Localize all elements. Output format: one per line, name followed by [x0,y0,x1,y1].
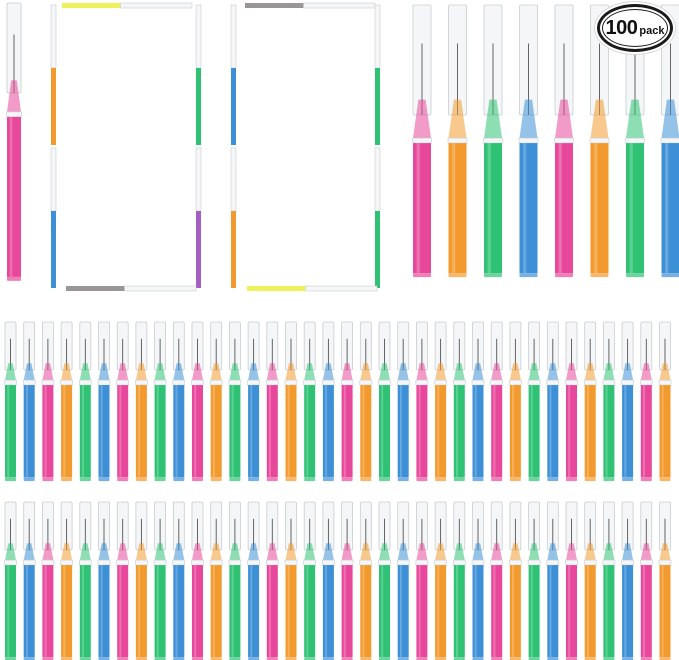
row1-brush-pink [41,321,55,482]
row2-brush-orange [359,501,373,660]
row1-brush-blue [471,321,485,482]
row1-brush-green [303,321,317,482]
row2-brush-green [602,501,616,660]
row2-brush-pink [41,501,55,660]
row2-brush-green [4,501,17,660]
row1-brush-orange [60,321,73,482]
frame1-brush-orange [50,4,57,145]
top-brush-blue [660,4,679,278]
row1-brush-green [153,321,167,482]
row1-brush-blue [396,321,410,482]
pack-count: 100 [605,17,638,39]
row2-brush-pink [340,501,354,660]
frame2-brush-blue [230,4,237,145]
frame2-brush-orange [230,147,237,288]
frame2-brush-green-lower [374,147,381,288]
row1-brush-orange [135,321,148,482]
row1-brush-green [228,321,242,482]
large-brush-pink [6,2,22,281]
top-brush-blue [518,4,539,278]
row2-brush-blue [471,501,485,660]
frame1-brush-blue [50,147,57,288]
row2-brush-pink [639,501,653,660]
row2-brush-blue [546,501,560,660]
row2-brush-pink [490,501,504,660]
row2-brush-green [303,501,317,660]
row1-brush-green [378,321,391,482]
frame2-brush-yellow [247,285,378,292]
row2-brush-blue [621,501,634,660]
row2-brush-pink [415,501,429,660]
row2-brush-green [153,501,167,660]
frame1-brush-purple [195,147,202,288]
row1-brush-blue [621,321,634,482]
row1-brush-pink [639,321,653,482]
row1-brush-green [527,321,541,482]
row1-brush-orange [359,321,373,482]
row1-brush-green [79,321,92,482]
row2-brush-pink [191,501,204,660]
brush-collection [4,2,679,660]
row1-brush-green [4,321,17,482]
row2-brush-orange [583,501,597,660]
row1-brush-pink [265,321,279,482]
row2-brush-green [79,501,92,660]
row1-brush-green [602,321,616,482]
row1-brush-pink [191,321,204,482]
row1-brush-orange [509,321,522,482]
row2-brush-blue [322,501,335,660]
row2-brush-pink [116,501,129,660]
top-brush-orange [589,4,610,278]
row1-brush-pink [116,321,129,482]
frame2-brush-green [374,4,381,145]
row2-brush-orange [209,501,223,660]
top-brush-pink [554,4,574,278]
row2-brush-blue [172,501,186,660]
row2-brush-green [452,501,466,660]
row1-brush-blue [22,321,36,482]
row1-brush-pink [415,321,429,482]
top-brush-green [483,4,503,278]
row1-brush-orange [284,321,298,482]
row2-brush-blue [22,501,36,660]
row1-brush-blue [322,321,335,482]
frame1-brush-gray [66,285,197,292]
row2-brush-green [378,501,391,660]
top-brush-pink [412,4,432,278]
row1-brush-orange [658,321,672,482]
pack-count-badge: 100 pack [597,4,673,52]
row1-brush-pink [490,321,504,482]
row2-brush-blue [97,501,111,660]
row1-brush-orange [209,321,223,482]
row2-brush-blue [247,501,260,660]
row1-brush-orange [583,321,597,482]
row2-brush-green [228,501,242,660]
row2-brush-orange [135,501,148,660]
row2-brush-blue [396,501,410,660]
row2-brush-orange [658,501,672,660]
row2-brush-green [527,501,541,660]
row2-brush-pink [265,501,279,660]
row2-brush-pink [565,501,578,660]
frame2-brush-gray [245,2,376,9]
row2-brush-orange [60,501,73,660]
row1-brush-blue [172,321,186,482]
row1-brush-pink [340,321,354,482]
row2-brush-orange [509,501,522,660]
row1-brush-blue [546,321,560,482]
row1-brush-blue [97,321,111,482]
frame1-brush-yellow [62,2,193,9]
row2-brush-orange [434,501,447,660]
row2-brush-orange [284,501,298,660]
row1-brush-green [452,321,466,482]
top-brush-orange [447,4,468,278]
row1-brush-pink [565,321,578,482]
row1-brush-orange [434,321,447,482]
frame1-brush-green [195,4,202,145]
row1-brush-blue [247,321,260,482]
pack-word: pack [639,25,665,37]
